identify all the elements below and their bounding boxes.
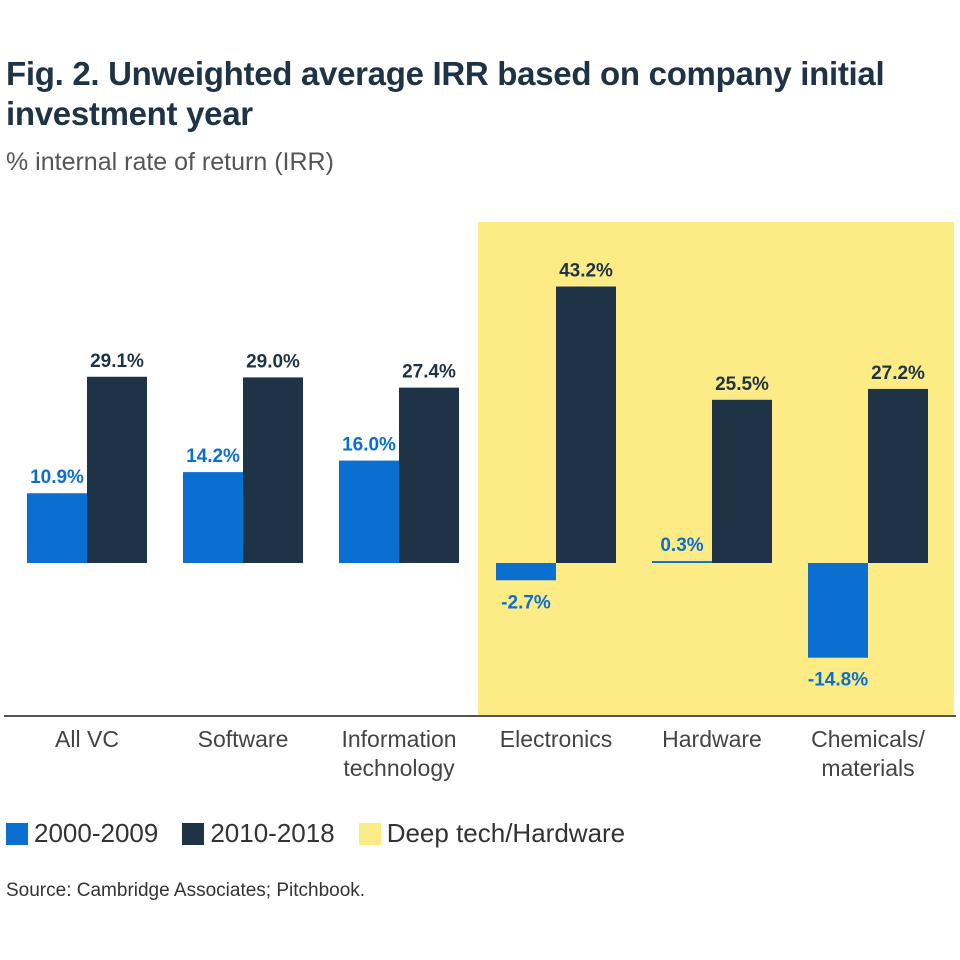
bar-2010-2018-4 — [712, 399, 772, 563]
bar-2000-2009-4 — [652, 561, 712, 563]
category-label-0: All VC — [55, 726, 119, 752]
legend-item-2000-2009: 2000-2009 — [6, 818, 158, 849]
data-label-2000-2009-5: -14.8% — [808, 670, 868, 691]
category-label-1: Software — [198, 726, 289, 752]
bar-2010-2018-1 — [243, 377, 303, 563]
data-label-2000-2009-2: 16.0% — [342, 435, 396, 456]
data-label-2010-2018-2: 27.4% — [402, 362, 456, 383]
category-label-2: Information technology — [341, 726, 456, 781]
legend-label-2010-2018: 2010-2018 — [210, 818, 335, 848]
data-label-2010-2018-5: 27.2% — [871, 363, 925, 384]
bar-2000-2009-2 — [339, 460, 399, 563]
data-label-2010-2018-0: 29.1% — [90, 351, 144, 372]
bar-2010-2018-3 — [556, 286, 616, 563]
bar-2000-2009-5 — [808, 563, 868, 658]
data-label-2000-2009-1: 14.2% — [186, 446, 240, 467]
data-label-2010-2018-3: 43.2% — [559, 261, 613, 282]
bar-2010-2018-0 — [87, 376, 147, 563]
category-label-4: Hardware — [662, 726, 762, 752]
data-label-2010-2018-4: 25.5% — [715, 374, 769, 395]
data-label-2000-2009-4: 0.3% — [660, 535, 703, 556]
legend-item-2010-2018: 2010-2018 — [182, 818, 335, 849]
bar-2000-2009-3 — [496, 563, 556, 581]
data-label-2010-2018-1: 29.0% — [246, 351, 300, 372]
bar-chart: 10.9% 14.2% 16.0% -2.7% 0.3% -14.8% 29.1% 29.0%… — [4, 222, 956, 781]
bar-2010-2018-2 — [399, 387, 459, 563]
bar-2000-2009-0 — [27, 493, 87, 563]
chart-subtitle: % internal rate of return (IRR) — [6, 148, 334, 176]
bar-2000-2009-1 — [183, 472, 243, 563]
chart-title: Fig. 2. Unweighted average IRR based on … — [6, 55, 885, 132]
legend-label-2000-2009: 2000-2009 — [34, 818, 159, 848]
bar-2010-2018-5 — [868, 388, 928, 563]
category-label-5: Chemicals/materials — [811, 726, 925, 781]
legend-swatch-2010-2018 — [182, 822, 205, 845]
category-label-3: Electronics — [500, 726, 612, 752]
legend: 2000-2009 2010-2018 Deep tech/Hardware — [6, 818, 649, 849]
legend-swatch-2000-2009 — [6, 822, 28, 845]
legend-item-deep-tech: Deep tech/Hardware — [358, 818, 626, 849]
legend-swatch-deep-tech — [358, 822, 381, 845]
source-note: Source: Cambridge Associates; Pitchbook. — [6, 880, 366, 901]
data-label-2000-2009-3: -2.7% — [501, 592, 551, 613]
data-label-2000-2009-0: 10.9% — [30, 467, 84, 488]
legend-label-deep-tech: Deep tech/Hardware — [386, 818, 626, 848]
